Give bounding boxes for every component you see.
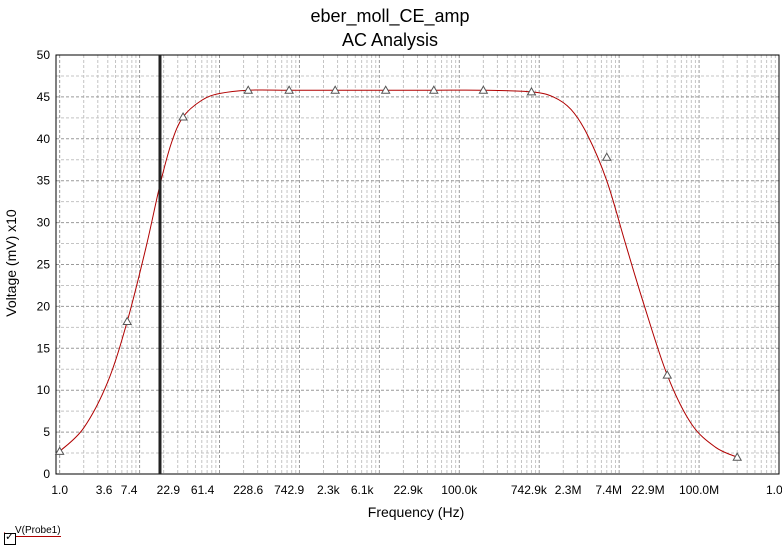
y-tick-label: 45: [37, 90, 51, 104]
data-point-marker: [732, 452, 743, 461]
x-tick-label: 7.4: [121, 483, 138, 497]
data-point-marker: [428, 85, 439, 94]
y-tick-label: 0: [43, 467, 50, 481]
data-point-marker: [178, 112, 188, 121]
x-axis-label: Frequency (Hz): [368, 504, 464, 520]
legend-label: V(Probe1): [15, 525, 61, 537]
y-tick-label: 30: [37, 216, 51, 230]
x-tick-label: 1.0G: [766, 483, 782, 497]
y-tick-label: 40: [37, 132, 51, 146]
y-tick-label: 25: [37, 258, 51, 272]
x-tick-label: 228.6: [233, 483, 263, 497]
legend: V(Probe1): [4, 525, 61, 545]
x-tick-label: 3.6: [96, 483, 113, 497]
data-point-marker: [54, 446, 65, 455]
y-tick-label: 10: [37, 383, 51, 397]
chart-title: eber_moll_CE_amp: [310, 6, 469, 27]
x-tick-label: 100.0k: [441, 483, 478, 497]
data-point-marker: [380, 85, 391, 94]
chart-subtitle: AC Analysis: [342, 30, 438, 50]
plot-frame: [55, 54, 780, 475]
x-tick-label: 7.4M: [595, 483, 622, 497]
y-axis-label: Voltage (mV) x10: [3, 209, 19, 317]
y-tick-label: 15: [37, 341, 51, 355]
x-tick-label: 100.0M: [679, 483, 719, 497]
data-point-marker: [662, 370, 673, 379]
y-tick-labels: 0 5 10 15 20 25 30 35 40 45 50: [37, 48, 51, 481]
data-point-marker: [243, 85, 254, 94]
y-tick-label: 35: [37, 174, 51, 188]
y-tick-label: 5: [43, 425, 50, 439]
data-point-marker: [122, 316, 133, 325]
x-tick-label: 742.9: [274, 483, 304, 497]
series-markers: [54, 85, 743, 461]
x-tick-label: 2.3M: [555, 483, 582, 497]
data-point-marker: [284, 85, 294, 94]
data-point-marker: [526, 86, 537, 96]
grid: [56, 54, 780, 475]
x-tick-label: 22.9M: [631, 483, 664, 497]
data-point-marker: [478, 85, 489, 94]
y-tick-label: 50: [37, 48, 51, 62]
x-tick-label: 1.0: [51, 483, 68, 497]
x-tick-label: 6.1k: [351, 483, 375, 497]
x-tick-label: 61.4: [191, 483, 215, 497]
data-point-marker: [330, 85, 341, 94]
legend-checkbox[interactable]: [4, 530, 16, 545]
x-tick-label: 742.9k: [511, 483, 548, 497]
x-tick-label: 22.9k: [393, 483, 423, 497]
x-tick-label: 2.3k: [317, 483, 341, 497]
y-tick-label: 20: [37, 299, 51, 313]
x-tick-labels: 1.0 3.6 7.4 22.9 61.4 228.6 742.9 2.3k 6.1k 22.9k…: [51, 483, 782, 497]
data-point-marker: [601, 152, 612, 161]
x-tick-label: 22.9: [157, 483, 181, 497]
